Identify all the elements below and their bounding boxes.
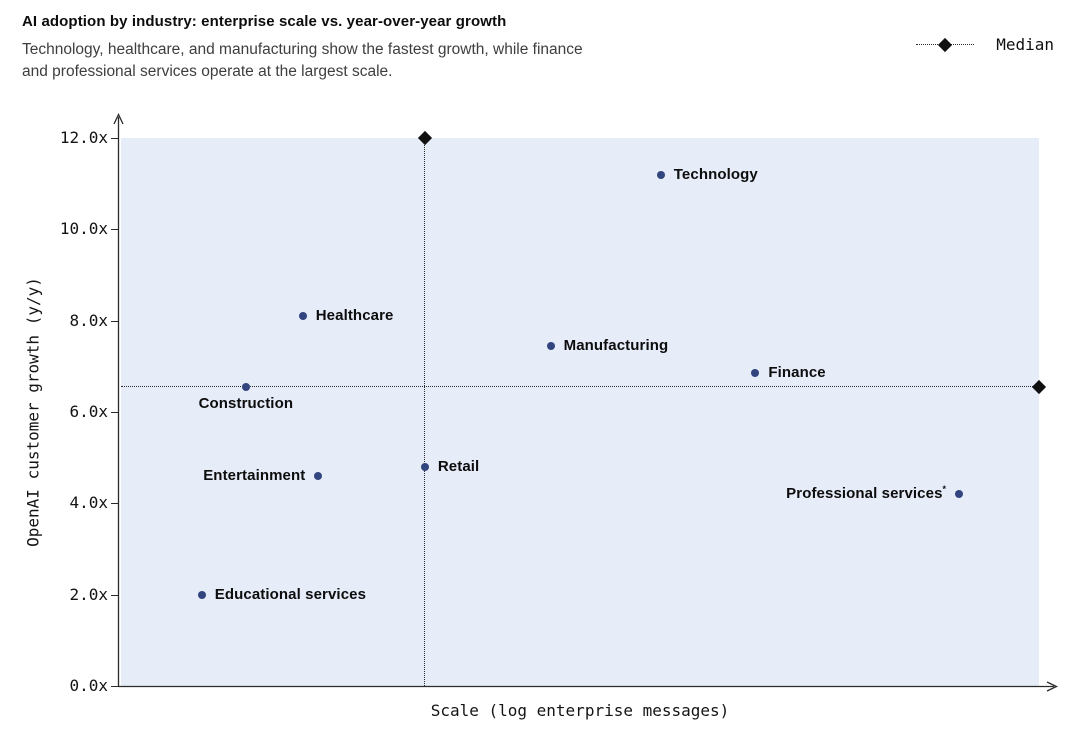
data-point-construction [241, 382, 250, 391]
data-point-label-construction: Construction [198, 394, 294, 412]
data-point-entertainment [314, 471, 323, 480]
data-point-manufacturing [546, 341, 555, 350]
y-axis-label: OpenAI customer growth (y/y) [23, 277, 43, 547]
chart-title: AI adoption by industry: enterprise scal… [22, 13, 507, 30]
data-point-label-entertainment: Entertainment [203, 466, 306, 484]
data-point-retail [420, 462, 429, 471]
subtitle-line-1: Technology, healthcare, and manufacturin… [22, 41, 583, 58]
y-tick-mark [111, 229, 119, 231]
y-tick-mark [111, 138, 119, 139]
data-point-label-technology: Technology [673, 165, 758, 183]
y-tick-label-6-0x: 6.0x [69, 402, 108, 421]
legend-median: Median [916, 35, 1054, 54]
data-point-finance [751, 369, 760, 378]
data-point-technology [656, 170, 665, 179]
y-tick-mark [111, 594, 119, 596]
y-tick-label-0-0x: 0.0x [69, 676, 108, 695]
y-tick-label-2-0x: 2.0x [69, 584, 108, 604]
y-tick-mark [111, 503, 119, 505]
y-axis-arrow-icon [113, 112, 124, 125]
y-tick-label-8-0x: 8.0x [69, 310, 108, 330]
chart-subtitle: Technology, healthcare, and manufacturin… [22, 39, 583, 83]
data-point-educational-services [197, 590, 206, 599]
median-vertical-line [423, 138, 425, 686]
data-point-healthcare [298, 312, 307, 321]
y-tick-label-12-0x: 12.0x [59, 128, 108, 147]
y-tick-mark [111, 686, 119, 687]
data-point-label-professional-services: Professional services* [786, 484, 947, 503]
median-horizontal-line [121, 385, 1039, 387]
data-point-label-manufacturing: Manufacturing [563, 336, 669, 354]
data-point-label-finance: Finance [768, 364, 826, 382]
x-axis-label: Scale (log enterprise messages) [430, 701, 730, 720]
footnote-asterisk: * [942, 484, 947, 495]
data-point-professional-services [955, 490, 964, 499]
y-tick-label-10-0x: 10.0x [59, 219, 108, 239]
y-tick-mark [111, 320, 119, 322]
x-axis-arrow-icon [1046, 681, 1059, 692]
plot-area [121, 138, 1039, 686]
median-dotted-line-sample [916, 37, 975, 53]
data-point-label-educational-services: Educational services [214, 585, 367, 603]
y-tick-label-4-0x: 4.0x [69, 493, 108, 513]
median-diamond-icon [938, 37, 953, 53]
subtitle-line-2: and professional services operate at the… [22, 63, 393, 80]
y-tick-mark [111, 412, 119, 413]
legend-label: Median [996, 35, 1054, 54]
data-point-label-healthcare: Healthcare [315, 307, 394, 325]
data-point-label-retail: Retail [437, 457, 480, 475]
